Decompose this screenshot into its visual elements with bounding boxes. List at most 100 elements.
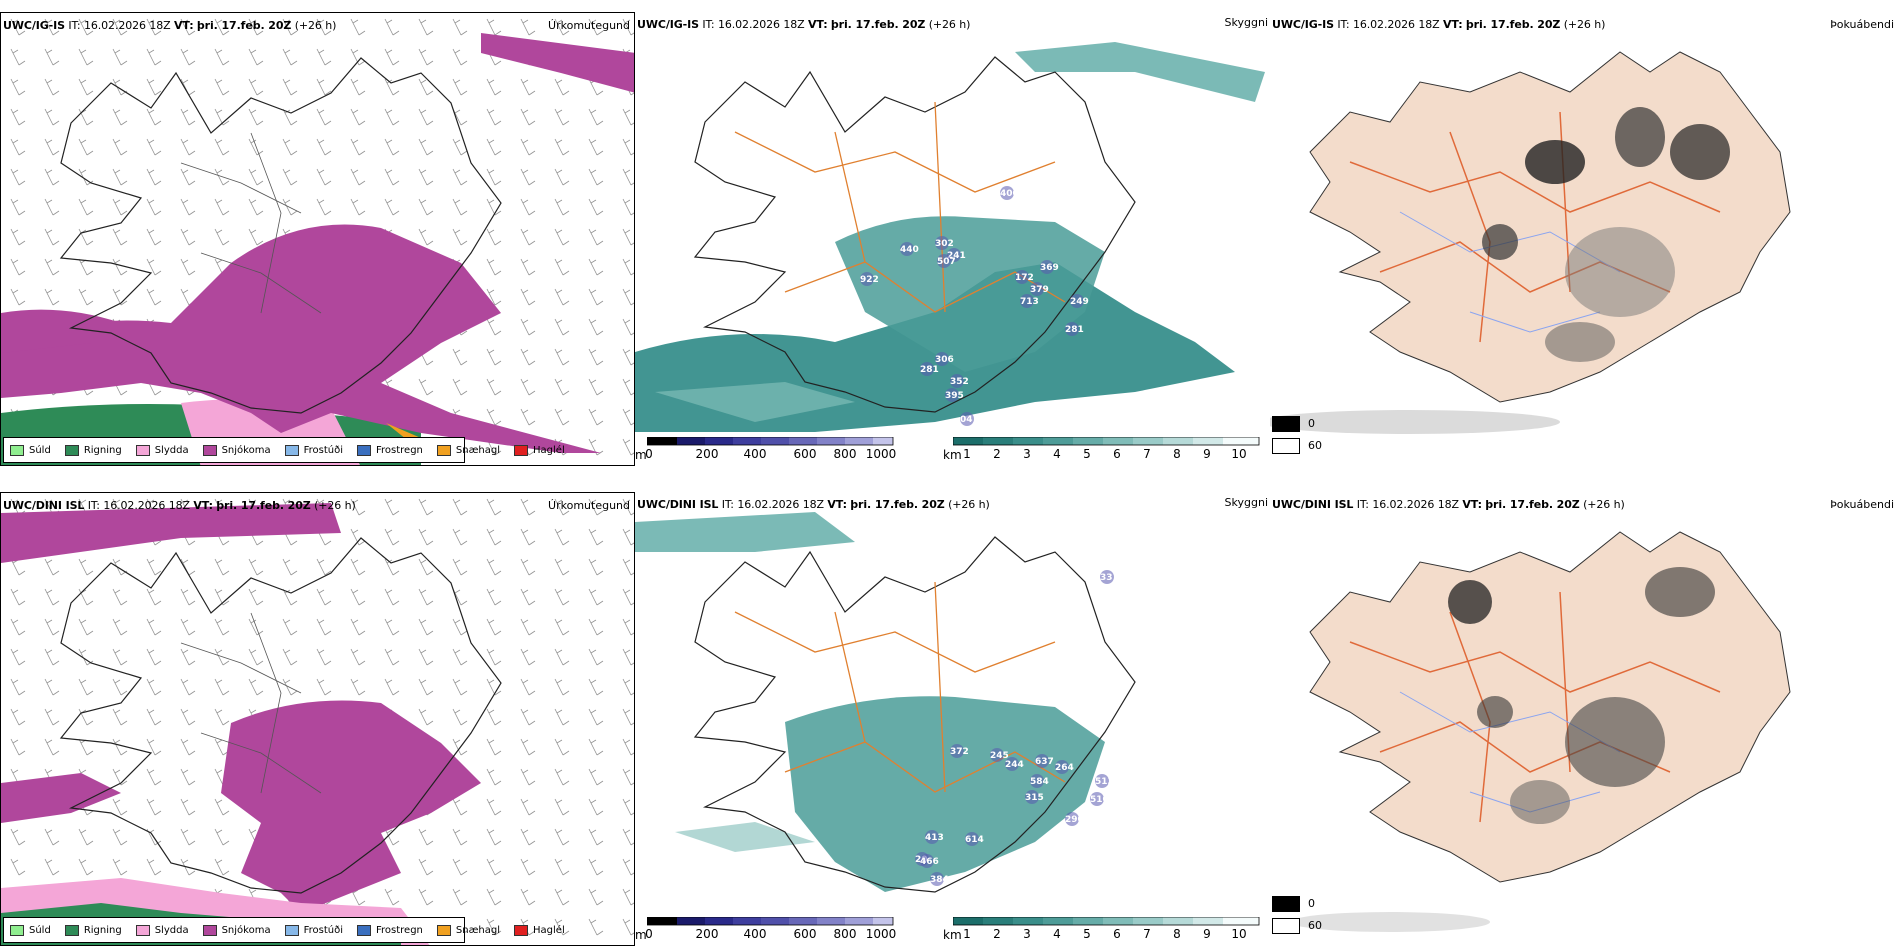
vt-label: VT: <box>193 499 213 512</box>
tick-label: 7 <box>1143 447 1151 461</box>
it-value: 16.02.2026 18Z <box>1372 498 1459 511</box>
panel-title-visibility: Skyggni <box>1224 16 1268 29</box>
legend-item: Snjókoma <box>202 444 271 456</box>
visibility-height-label: 264 <box>1055 763 1074 773</box>
visibility-height-label: 245 <box>990 751 1009 761</box>
legend-swatch <box>284 924 299 936</box>
vt-label: VT: <box>1462 498 1482 511</box>
header-row1-fog: UWC/IG-IS IT: 16.02.2026 18Z VT: þri. 17… <box>1272 18 1605 31</box>
vis-unit: km <box>943 928 962 942</box>
vis-colorbar-row2: km 1 2 3 4 5 6 7 8 9 10 <box>943 917 1268 943</box>
legend-label: Rigning <box>83 924 122 936</box>
visibility-height-label: 331 <box>1100 573 1119 583</box>
panel-title-fog: Þokuábendi <box>1830 498 1894 511</box>
fog-map-row1 <box>1270 51 1791 434</box>
tick-label: 6 <box>1113 927 1121 941</box>
visibility-height-label: 395 <box>945 391 964 401</box>
legend-label: Frostregn <box>376 924 423 936</box>
visibility-height-marker <box>950 374 964 388</box>
tick-label: 6 <box>1113 447 1121 461</box>
visibility-height-label: 290 <box>1065 815 1084 825</box>
visibility-height-label: 637 <box>1035 757 1054 767</box>
visibility-height-label: 440 <box>900 245 919 255</box>
legend-swatch <box>135 444 150 456</box>
visibility-height-label: 614 <box>965 835 984 845</box>
precip-map-row2 <box>1 493 634 945</box>
fog-legend-swatch-dark <box>1272 416 1300 432</box>
legend-item: Snæhagl <box>436 924 500 936</box>
tick-label: 10 <box>1231 447 1247 461</box>
visibility-height-marker <box>935 352 949 366</box>
visibility-height-marker <box>1030 774 1044 788</box>
legend-item: Haglél <box>514 924 565 936</box>
it-label: IT: <box>68 19 81 32</box>
visibility-height-label: 507 <box>937 257 956 267</box>
visibility-panel-row1: 440 302 241 507 922 400 172 369 379 713 249 281 306 2… <box>635 12 1270 466</box>
vt-value: þri. 17.feb. 20Z <box>196 19 292 32</box>
legend-item: Slydda <box>135 444 189 456</box>
visibility-height-marker <box>1065 322 1079 336</box>
lead-time: (+26 h) <box>948 498 990 511</box>
visibility-height-marker <box>960 412 974 426</box>
tick-label: 0 <box>645 447 653 461</box>
fog-legend-bottom: 60 <box>1308 919 1322 932</box>
visibility-height-marker <box>1000 186 1014 200</box>
tick-label: 1 <box>963 927 971 941</box>
precip-legend-row1: Súld Rigning Slydda Snjókoma Frostúði Fr… <box>3 437 565 463</box>
visibility-height-marker <box>945 388 959 402</box>
legend-item: Frostregn <box>357 924 423 936</box>
legend-label: Slydda <box>154 444 189 456</box>
header-row2-precip: UWC/DINI ISL IT: 16.02.2026 18Z VT: þri.… <box>3 499 356 512</box>
legend-swatch <box>64 924 79 936</box>
tick-label: 10 <box>1231 927 1247 941</box>
tick-label: 7 <box>1143 927 1151 941</box>
legend-item: Frostúði <box>284 924 343 936</box>
fog-map-row2 <box>1290 531 1791 932</box>
visibility-height-marker <box>1070 294 1084 308</box>
panel-title-precip: Úrkomutegund <box>548 19 630 32</box>
visibility-height-label: 04 <box>960 415 973 425</box>
lead-time: (+26 h) <box>1563 18 1606 31</box>
legend-swatch <box>514 924 529 936</box>
header-row2-fog: UWC/DINI ISL IT: 16.02.2026 18Z VT: þri.… <box>1272 498 1625 511</box>
visibility-height-marker <box>900 242 914 256</box>
tick-label: 400 <box>743 927 767 941</box>
panel-title-precip: Úrkomutegund <box>548 499 630 512</box>
legend-label: Slydda <box>154 924 189 936</box>
legend-label: Rigning <box>83 444 122 456</box>
visibility-height-label: 249 <box>1070 297 1089 307</box>
it-value: 16.02.2026 18Z <box>1352 18 1440 31</box>
legend-item: Frostúði <box>284 444 343 456</box>
visibility-height-marker <box>1035 754 1049 768</box>
tick-label: 8 <box>1173 927 1181 941</box>
legend-item: Frostregn <box>357 444 423 456</box>
model-name: UWC/DINI ISL <box>3 499 85 512</box>
tick-label: 200 <box>695 927 719 941</box>
legend-item: Snæhagl <box>436 444 500 456</box>
lead-time: (+26 h) <box>928 18 971 31</box>
legend-swatch <box>10 924 24 936</box>
visibility-height-label: 466 <box>920 857 939 867</box>
tick-label: 800 <box>833 447 857 461</box>
fog-legend-swatch-dark <box>1272 896 1300 912</box>
precip-map-row1 <box>1 13 634 465</box>
visibility-height-marker <box>1020 294 1034 308</box>
visibility-height-marker <box>1040 260 1054 274</box>
tick-label: 3 <box>1023 447 1031 461</box>
panel-title-fog: Þokuábendi <box>1830 18 1894 31</box>
visibility-height-marker <box>937 254 951 268</box>
visibility-height-label: 922 <box>860 275 879 285</box>
vt-label: VT: <box>807 18 828 31</box>
legend-label: Súld <box>29 924 51 936</box>
legend-swatch <box>135 924 150 936</box>
tick-label: 1000 <box>865 447 897 461</box>
precip-legend-row2: Súld Rigning Slydda Snjókoma Frostúði Fr… <box>3 917 565 943</box>
tick-label: 9 <box>1203 447 1211 461</box>
visibility-height-marker <box>1065 812 1079 826</box>
legend-label: Snjókoma <box>221 924 271 936</box>
it-value: 16.02.2026 18Z <box>717 18 805 31</box>
visibility-height-label: 172 <box>1015 273 1034 283</box>
legend-swatch <box>10 444 24 456</box>
it-value: 16.02.2026 18Z <box>83 19 171 32</box>
